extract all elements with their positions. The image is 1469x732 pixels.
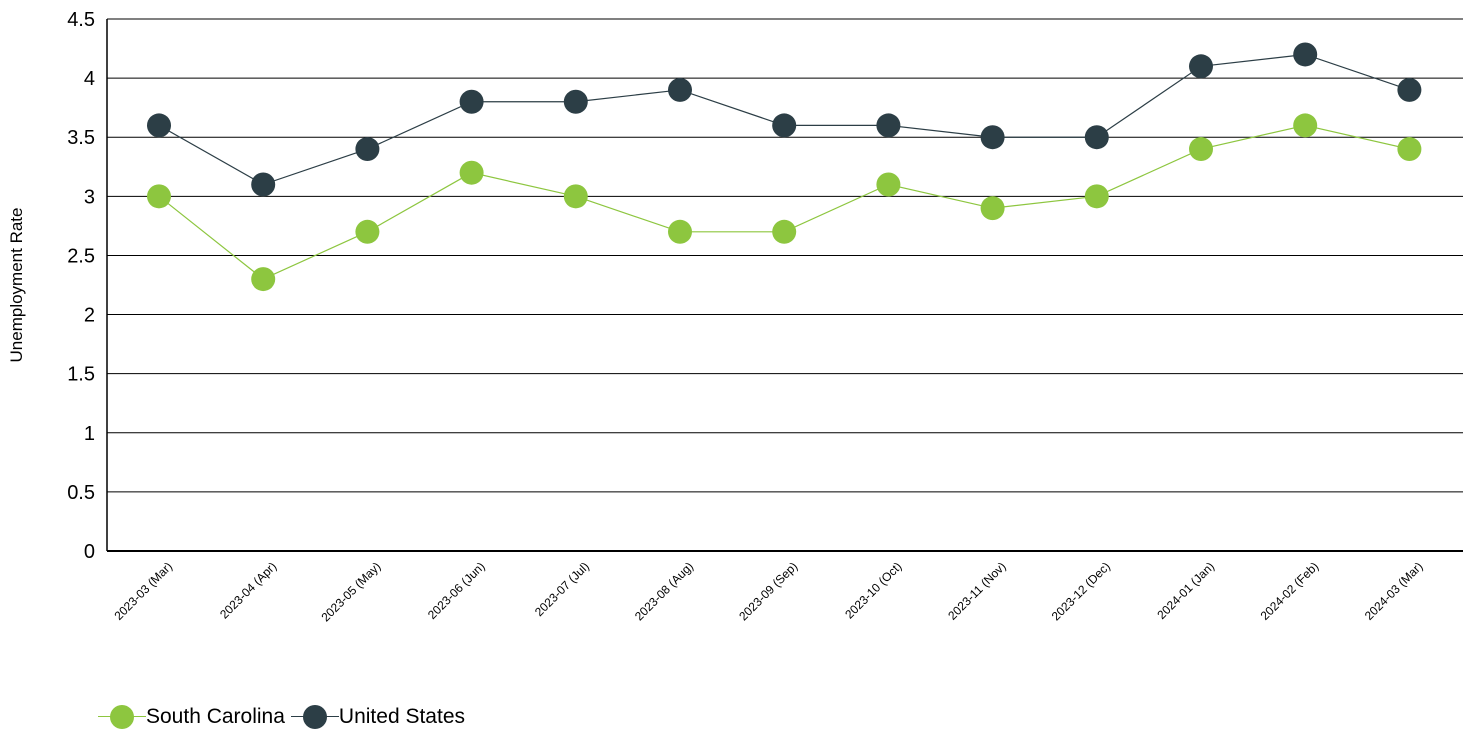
data-point bbox=[772, 219, 797, 244]
data-point bbox=[772, 113, 797, 138]
gridlines bbox=[107, 18, 1463, 493]
series-layer bbox=[147, 42, 1422, 292]
legend-item: South Carolina bbox=[98, 703, 285, 731]
data-point bbox=[147, 113, 171, 138]
x-tick-label: 2023-05 (May) bbox=[318, 559, 383, 624]
data-point bbox=[251, 267, 276, 292]
data-point bbox=[355, 219, 380, 244]
legend: South Carolina United States bbox=[98, 703, 471, 731]
y-tick-label: 4.5 bbox=[67, 9, 95, 31]
data-point bbox=[355, 137, 380, 162]
x-tick-label: 2023-12 (Dec) bbox=[1049, 559, 1113, 623]
data-point bbox=[1189, 54, 1213, 79]
y-axis-title: Unemployment Rate bbox=[7, 208, 26, 363]
data-point bbox=[563, 89, 588, 114]
y-tick-label: 0 bbox=[84, 541, 95, 563]
x-tick-label: 2024-03 (Mar) bbox=[1362, 559, 1426, 623]
x-tick-label: 2024-02 (Feb) bbox=[1258, 559, 1322, 623]
legend-swatch-dot bbox=[302, 705, 327, 729]
data-point bbox=[668, 77, 692, 102]
legend-swatch bbox=[98, 703, 146, 731]
x-tick-label: 2023-11 (Nov) bbox=[945, 559, 1009, 623]
series-south-carolina bbox=[147, 113, 1422, 292]
data-point bbox=[1293, 42, 1318, 67]
data-point bbox=[1397, 77, 1422, 102]
legend-swatch bbox=[290, 703, 339, 731]
x-tick-label: 2023-04 (Apr) bbox=[217, 559, 279, 621]
legend-label: United States bbox=[338, 705, 465, 728]
data-point bbox=[876, 113, 901, 138]
x-tick-label: 2023-03 (Mar) bbox=[111, 559, 175, 623]
data-point bbox=[459, 89, 484, 114]
data-point bbox=[459, 160, 484, 185]
y-tick-label: 2.5 bbox=[67, 245, 95, 267]
legend-swatch-dot bbox=[110, 705, 134, 729]
data-point bbox=[1084, 125, 1109, 150]
data-point bbox=[1084, 184, 1109, 209]
x-tick-label: 2024-01 (Jan) bbox=[1154, 559, 1217, 622]
data-point bbox=[251, 172, 276, 197]
x-tick-label: 2023-08 (Aug) bbox=[632, 559, 696, 623]
legend-label: South Carolina bbox=[146, 705, 285, 728]
data-point bbox=[1293, 113, 1318, 138]
data-point bbox=[980, 125, 1005, 150]
y-tick-label: 1 bbox=[84, 423, 95, 445]
y-tick-labels: 0 0.5 1 1.5 2 2.5 3 3.5 4 4.5 bbox=[67, 9, 95, 563]
data-point bbox=[980, 196, 1005, 221]
x-tick-label: 2023-09 (Sep) bbox=[736, 559, 800, 623]
data-point bbox=[668, 219, 692, 244]
line-chart: 00.511.522.533.544.5 2023-03 (Mar) 2023-0… bbox=[7, 9, 1463, 624]
data-point bbox=[147, 184, 171, 209]
y-tick-label: 0.5 bbox=[67, 482, 95, 504]
data-point bbox=[1189, 137, 1213, 162]
y-tick-label: 2 bbox=[84, 305, 95, 327]
y-tick-label: 3 bbox=[84, 186, 95, 208]
y-tick-label: 1.5 bbox=[67, 364, 95, 386]
series-united-states bbox=[147, 42, 1422, 197]
series-line bbox=[158, 124, 1410, 280]
x-tick-label: 2023-07 (Jul) bbox=[532, 559, 592, 619]
legend-item: United States bbox=[290, 703, 465, 731]
y-tick-label: 4 bbox=[84, 68, 95, 90]
x-tick-label: 2023-10 (Oct) bbox=[842, 559, 904, 621]
y-tick-label: 3.5 bbox=[67, 127, 95, 149]
x-tick-label: 2023-06 (Jun) bbox=[425, 559, 488, 622]
data-point bbox=[563, 184, 588, 209]
data-point bbox=[876, 172, 901, 197]
x-tick-labels: 2023-03 (Mar) 2023-04 (Apr) 2023-05 (May) 2… bbox=[111, 559, 1425, 624]
data-point bbox=[1397, 137, 1422, 162]
